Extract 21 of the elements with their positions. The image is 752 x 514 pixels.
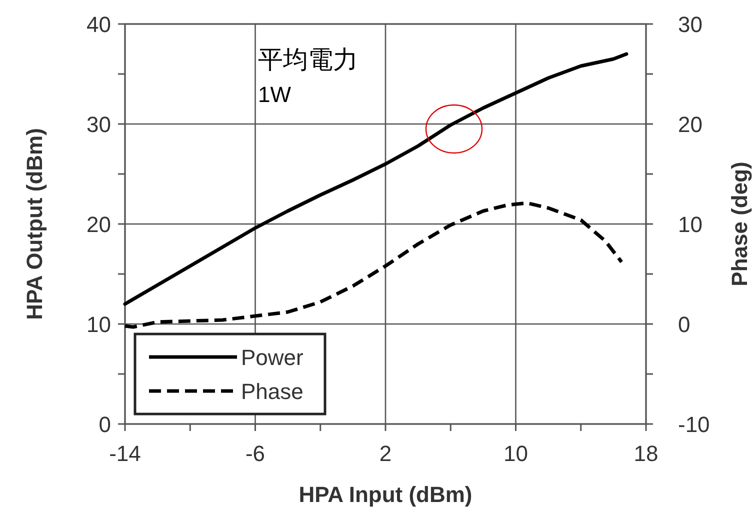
legend-label: Power <box>241 345 304 370</box>
y-tick-label: 10 <box>86 312 111 337</box>
y-tick-label: 0 <box>98 412 111 437</box>
legend-label: Phase <box>241 379 304 404</box>
y2-tick-label: 0 <box>678 312 690 337</box>
y2-tick-label: -10 <box>678 412 710 437</box>
x-tick-label: -6 <box>245 441 266 466</box>
y-tick-label: 20 <box>86 212 111 237</box>
y-tick-label: 40 <box>86 12 111 37</box>
x-tick-label: 18 <box>634 441 658 466</box>
x-axis-title: HPA Input (dBm) <box>298 482 472 507</box>
annotation: 平均電力 1W <box>258 46 358 107</box>
x-tick-label: 10 <box>504 441 528 466</box>
x-tick-label: -14 <box>109 441 141 466</box>
y-axis-title: HPA Output (dBm) <box>22 128 47 320</box>
y2-axis-title: Phase (deg) <box>727 162 752 286</box>
y2-tick-label: 10 <box>678 212 702 237</box>
x-tick-label: 2 <box>379 441 392 466</box>
y2-tick-label: 30 <box>678 12 702 37</box>
y2-tick-label: 20 <box>678 112 702 137</box>
y-tick-label: 30 <box>86 112 111 137</box>
